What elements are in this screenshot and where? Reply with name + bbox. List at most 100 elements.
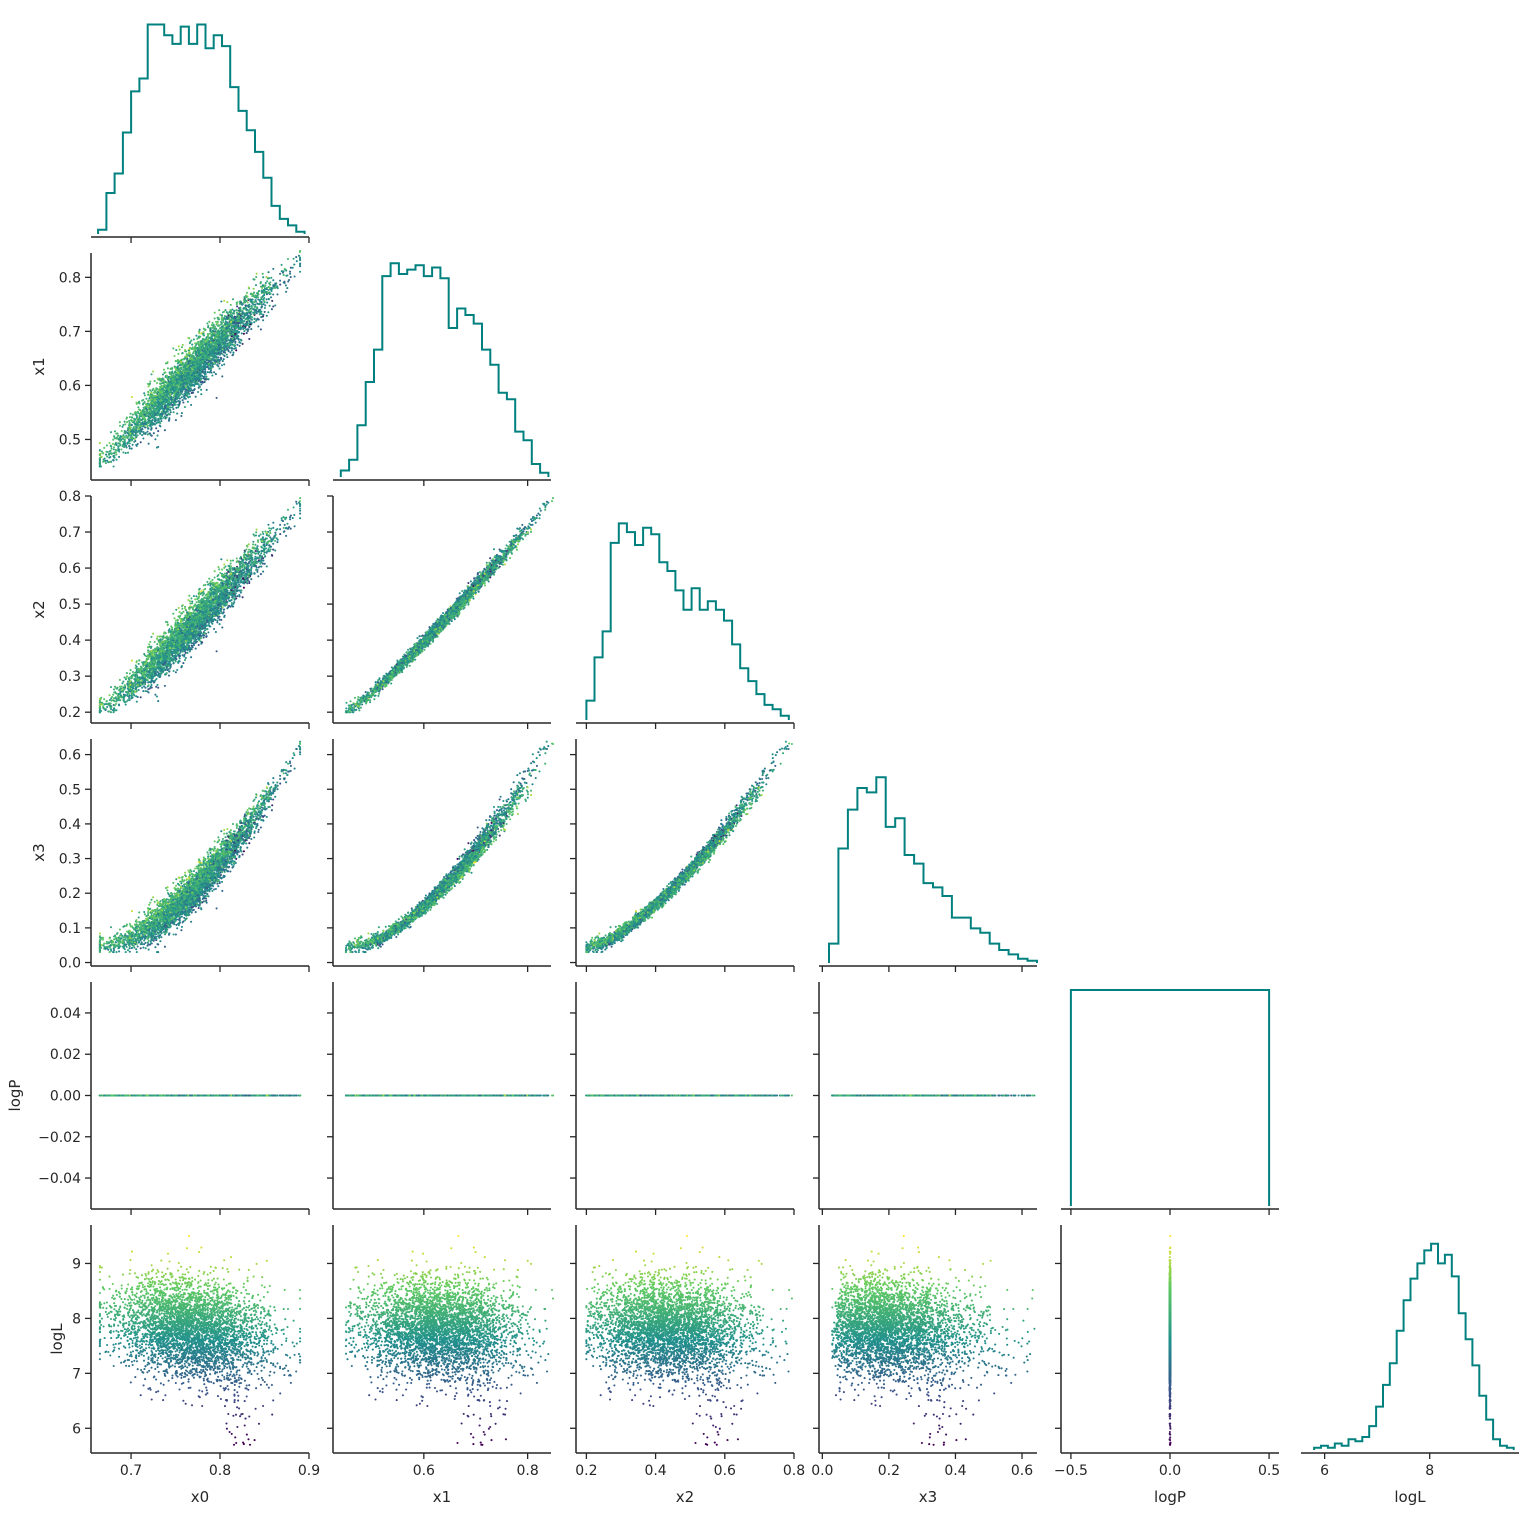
scatter-point [258,319,260,321]
scatter-point [238,317,240,319]
scatter-point [115,443,117,445]
scatter-point [256,319,258,321]
scatter-point [148,443,150,445]
scatter-point [188,355,190,357]
scatter-point [208,321,210,323]
scatter-point [164,417,166,419]
scatter-point [260,328,262,330]
scatter-point [195,335,197,337]
scatter-point [182,401,184,403]
scatter-point [135,444,137,446]
scatter-point [243,317,245,319]
scatter-point [256,302,258,304]
scatter-point [131,396,133,398]
scatter-point [223,355,225,357]
scatter-point [146,411,148,413]
scatter-point [172,347,174,349]
scatter-point [110,446,112,448]
scatter-point [189,384,191,386]
scatter-point [132,444,134,446]
scatter-point [175,419,177,421]
scatter-point [229,347,231,349]
scatter-point [110,450,112,452]
scatter-point [211,374,213,376]
scatter-point [111,448,113,450]
scatter-point [181,412,183,414]
scatter-point [236,344,238,346]
scatter-point [122,451,124,453]
scatter-point [246,311,248,313]
scatter-point [190,347,192,349]
scatter-point [266,287,268,289]
scatter-point [281,264,283,266]
scatter-point [261,287,263,289]
scatter-point [285,291,287,293]
scatter-point [184,362,186,364]
scatter-point [113,446,115,448]
scatter-point [184,406,186,408]
scatter-point [229,351,231,353]
scatter-point [299,259,301,261]
scatter-point [219,327,221,329]
scatter-point [140,441,142,443]
scatter-point [191,392,193,394]
scatter-point [216,397,218,399]
scatter-point [253,292,255,294]
scatter-point [143,392,145,394]
scatter-point [195,396,197,398]
scatter-point [173,411,175,413]
scatter-point [175,360,177,362]
scatter-point [135,426,137,428]
scatter-point [187,401,189,403]
scatter-point [232,298,234,300]
scatter-point [191,384,193,386]
scatter-point [233,336,235,338]
scatter-point [267,271,269,273]
scatter-point [208,371,210,373]
scatter-point [144,426,146,428]
scatter-point [129,416,131,418]
scatter-point [129,440,131,442]
scatter-point [290,276,292,278]
scatter-point [253,279,255,281]
scatter-point [247,298,249,300]
scatter-point [146,426,148,428]
scatter-point [215,356,217,358]
scatter-point [125,435,127,437]
scatter-point [200,389,202,391]
scatter-point [200,363,202,365]
scatter-point [205,375,207,377]
scatter-point [109,456,111,458]
scatter-point [262,315,264,317]
scatter-point [221,316,223,318]
scatter-point [272,305,274,307]
scatter-point [260,298,262,300]
scatter-point [223,363,225,365]
scatter-point [233,310,235,312]
scatter-point [137,406,139,408]
scatter-point [183,396,185,398]
scatter-point [263,301,265,303]
scatter-point [232,352,234,354]
scatter-point [208,354,210,356]
scatter-point [125,437,127,439]
scatter-point [147,394,149,396]
scatter-point [132,414,134,416]
scatter-point [142,403,144,405]
scatter-point [223,358,225,360]
scatter-point [141,428,143,430]
scatter-point [126,421,128,423]
scatter-point [221,375,223,377]
scatter-point [271,300,273,302]
scatter-point [220,300,222,302]
scatter-point [276,293,278,295]
scatter-point [117,435,119,437]
scatter-point [230,310,232,312]
scatter-point [268,298,270,300]
scatter-point [235,309,237,311]
scatter-point [279,280,281,282]
scatter-point [155,427,157,429]
scatter-point [201,375,203,377]
scatter-point [179,349,181,351]
